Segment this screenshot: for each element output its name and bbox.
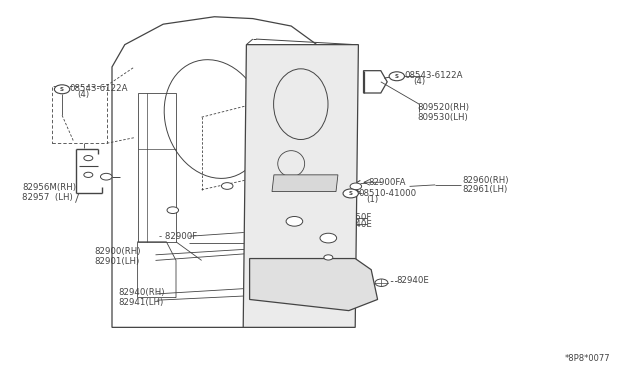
Text: 809530(LH): 809530(LH)	[417, 113, 468, 122]
Text: 82901(LH): 82901(LH)	[95, 257, 140, 266]
Circle shape	[320, 233, 337, 243]
Text: 08510-41000: 08510-41000	[358, 189, 417, 198]
Text: 82941(LH): 82941(LH)	[118, 298, 164, 307]
Circle shape	[350, 183, 362, 190]
Circle shape	[389, 72, 404, 81]
Text: *8P8*0077: *8P8*0077	[564, 355, 610, 363]
Text: 82940E: 82940E	[339, 220, 372, 229]
Text: 82950F: 82950F	[339, 213, 372, 222]
Text: - 82900F: - 82900F	[159, 232, 197, 241]
Circle shape	[375, 279, 388, 286]
Polygon shape	[250, 259, 378, 311]
Text: 82940(RH): 82940(RH)	[118, 288, 165, 297]
Text: S: S	[349, 191, 353, 196]
Circle shape	[393, 73, 403, 79]
Text: 82961(LH): 82961(LH)	[462, 185, 508, 194]
Text: (4): (4)	[77, 90, 89, 99]
Text: 82900(RH): 82900(RH)	[95, 247, 141, 256]
Polygon shape	[272, 175, 338, 192]
Circle shape	[221, 183, 233, 189]
Text: S: S	[60, 87, 64, 92]
Text: 08543-6122A: 08543-6122A	[69, 84, 127, 93]
Text: 82957  (LH): 82957 (LH)	[22, 193, 73, 202]
Text: 82940E: 82940E	[397, 276, 429, 285]
Text: S: S	[395, 74, 399, 79]
Circle shape	[100, 173, 112, 180]
Circle shape	[84, 155, 93, 161]
Text: 08543-6122A: 08543-6122A	[404, 71, 463, 80]
Text: 82960(RH): 82960(RH)	[462, 176, 509, 185]
Text: 809520(RH): 809520(RH)	[417, 103, 469, 112]
Text: (4): (4)	[413, 77, 425, 86]
Circle shape	[324, 255, 333, 260]
Text: 82900FA: 82900FA	[368, 178, 406, 187]
Circle shape	[54, 85, 70, 94]
Polygon shape	[243, 45, 358, 327]
Circle shape	[84, 172, 93, 177]
Text: 82956M(RH): 82956M(RH)	[22, 183, 76, 192]
Circle shape	[343, 189, 358, 198]
Circle shape	[286, 217, 303, 226]
Text: (1): (1)	[366, 195, 378, 204]
Circle shape	[167, 207, 179, 214]
